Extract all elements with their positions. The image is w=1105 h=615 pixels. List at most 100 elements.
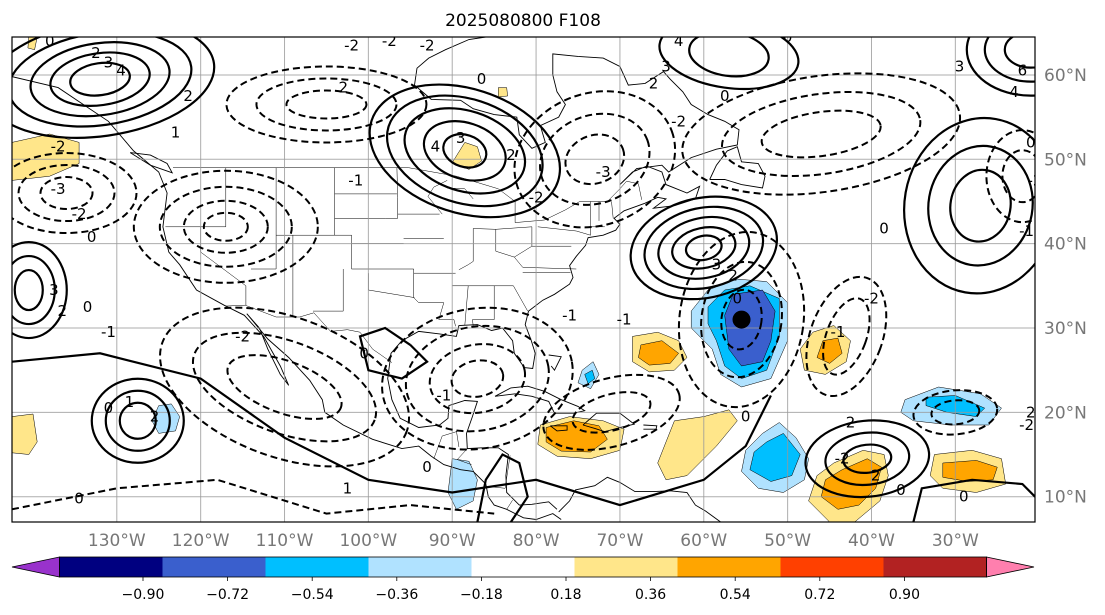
contour-label: 0 <box>720 87 730 105</box>
political-border <box>456 430 460 447</box>
contour-low-east-tropics <box>930 399 981 426</box>
contour-low-rockies <box>132 169 319 284</box>
contour-label: -1 <box>617 311 632 329</box>
contour-low-northeast-canada <box>539 112 651 206</box>
contour-label: 3 <box>104 53 114 71</box>
contour-label: 2 <box>338 79 348 97</box>
contour-high-bermuda <box>629 195 779 301</box>
longitude-label: 90°W <box>429 531 476 551</box>
longitude-label: 60°W <box>680 531 727 551</box>
storm-marker-group <box>732 310 751 329</box>
political-border <box>276 234 419 303</box>
contour-low-north-atlantic <box>681 72 962 196</box>
contour-zero-line <box>912 478 1035 522</box>
contour-label: -1 <box>830 323 845 341</box>
latitude-label: 60°N <box>1044 66 1087 86</box>
contour-label: 0 <box>741 408 751 426</box>
contour-high-far-northeast <box>983 37 1035 83</box>
contour-label: 4 <box>674 32 684 50</box>
political-border <box>251 167 277 270</box>
contour-label: 3 <box>456 129 466 147</box>
contour-low-east-central <box>805 275 888 397</box>
contour-high-east-atlantic <box>824 431 911 487</box>
contour-low-gulf <box>404 324 550 433</box>
contour-high-great-lakes <box>422 120 507 182</box>
coastline-vancouver <box>129 152 174 174</box>
contour-high-northeast <box>927 144 1034 267</box>
contour-high-east-atlantic <box>842 443 893 474</box>
contour-high-northwest <box>29 41 171 118</box>
neg-shade-gulf <box>584 369 596 385</box>
contour-label: 2 <box>649 74 659 92</box>
contour-label: -2 <box>529 188 544 206</box>
contour-label: 2 <box>150 408 160 426</box>
contour-label: -2 <box>235 327 250 345</box>
contour-label: 0 <box>422 458 432 476</box>
longitude-label: 80°W <box>513 531 560 551</box>
contour-label: 0 <box>477 70 487 88</box>
political-border <box>489 455 511 489</box>
map-background <box>12 37 1035 522</box>
colorbar-tick-label: 0.54 <box>720 587 751 603</box>
contour-high-pacific-south <box>104 389 171 452</box>
contour-label: 0 <box>104 399 114 417</box>
longitude-label: 30°W <box>932 531 979 551</box>
contour-low-cyclone <box>677 230 806 409</box>
contour-label: 1 <box>343 479 353 497</box>
contour-low-cyclone <box>700 260 783 379</box>
contour-high-pacific-mid <box>12 240 68 340</box>
colorbar-tick-label: −0.72 <box>206 587 249 603</box>
political-border <box>224 304 393 363</box>
contour-label: 0 <box>74 489 84 507</box>
contour-low-rockies <box>202 211 249 242</box>
contour-label: -3 <box>1028 20 1043 38</box>
longitude-label: 50°W <box>764 531 811 551</box>
contour-high-far-northeast <box>965 37 1035 97</box>
contour-label: 2 <box>506 146 516 164</box>
coastline-bahamas <box>548 354 562 372</box>
contour-label: 2 <box>91 44 101 62</box>
contour-label: -2 <box>835 450 850 468</box>
political-border <box>537 201 591 236</box>
pos-shade-west <box>12 133 80 181</box>
coastline-jamaica <box>550 425 568 432</box>
contour-low-rockies <box>158 185 293 268</box>
pos-shade-midatlantic <box>657 409 738 481</box>
contour-zero-line <box>476 453 529 522</box>
contour-label: 4 <box>431 138 441 156</box>
contour-low-hudson <box>285 89 368 120</box>
contour-low-hudson <box>225 65 428 144</box>
political-border <box>506 499 513 510</box>
contour-high-great-lakes <box>442 133 488 169</box>
political-border <box>452 285 528 312</box>
contour-low-mexico <box>226 354 343 420</box>
contour-low-north-atlantic <box>720 91 922 177</box>
contour-label: 2 <box>846 413 856 431</box>
political-border <box>458 228 474 271</box>
colorbar-tick-label: 0.36 <box>635 587 666 603</box>
contour-high-greenland <box>658 37 800 91</box>
contour-label: 3 <box>955 58 965 76</box>
colorbar-extend-high <box>986 556 1035 578</box>
longitude-label: 110°W <box>256 531 314 551</box>
colorbar-extend-low <box>11 556 60 578</box>
contour-low-pacific-northwest <box>39 176 94 211</box>
contour-high-greenland <box>688 37 770 78</box>
colorbar-tick-label: 0.72 <box>804 587 835 603</box>
political-border <box>418 302 456 327</box>
lat-lon-gridlines <box>12 37 1035 522</box>
pos-shade-caribbean <box>545 420 608 453</box>
contour-label: -3 <box>51 180 66 198</box>
contour-low-mexico <box>191 331 378 443</box>
contour-low-far-east <box>985 129 1035 224</box>
latitude-label: 50°N <box>1044 150 1087 170</box>
contour-label: 6 <box>1018 62 1028 80</box>
contour-label: 3 <box>661 58 671 76</box>
contour-high-northwest <box>49 51 151 107</box>
contour-label: -1 <box>562 306 577 324</box>
colorbar-tick-label: −0.54 <box>291 587 334 603</box>
contour-low-gulf <box>450 359 505 398</box>
political-border <box>433 430 459 459</box>
political-border <box>313 269 344 312</box>
